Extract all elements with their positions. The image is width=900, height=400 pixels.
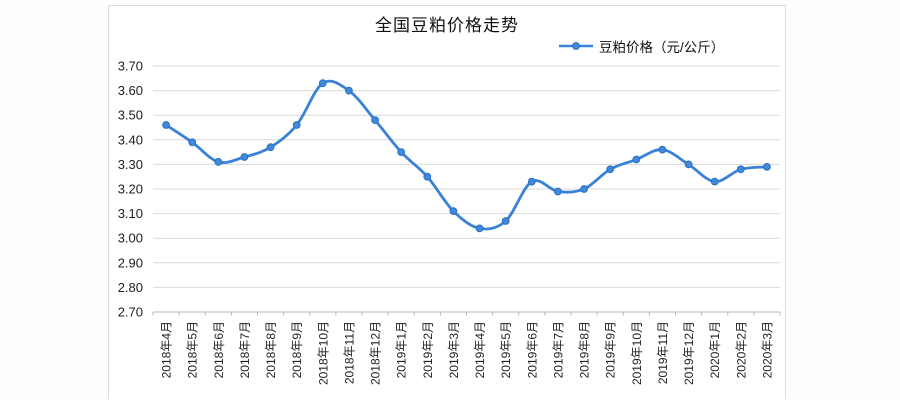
x-axis-label: 2019年1月 [395, 321, 409, 378]
y-axis-label: 3.20 [118, 182, 143, 197]
x-axis-label: 2020年1月 [708, 321, 722, 378]
data-point-marker [501, 217, 510, 225]
data-point-marker [214, 158, 223, 166]
x-axis-label: 2019年9月 [604, 321, 618, 378]
x-axis-label: 2019年5月 [499, 321, 513, 378]
x-axis-label: 2019年10月 [630, 321, 644, 385]
x-axis-label: 2018年7月 [238, 321, 252, 378]
data-point-marker [423, 172, 432, 181]
data-point-marker [710, 177, 719, 186]
data-point-marker [318, 79, 327, 88]
data-point-marker [371, 116, 380, 124]
y-axis-label: 3.00 [118, 231, 143, 246]
y-axis-label: 3.70 [118, 59, 143, 74]
x-axis-label: 2019年8月 [578, 321, 592, 378]
y-axis-label: 3.10 [118, 206, 143, 221]
data-point-marker [554, 187, 562, 196]
data-point-marker [345, 86, 353, 95]
data-point-marker [475, 224, 484, 233]
y-axis-label: 3.60 [118, 83, 143, 98]
y-axis-label: 3.30 [118, 157, 143, 172]
x-axis-label: 2019年6月 [525, 321, 539, 378]
data-point-marker [580, 185, 588, 193]
x-axis-label: 2018年4月 [160, 321, 174, 378]
data-point-marker [240, 153, 249, 161]
data-point-marker [266, 143, 275, 152]
legend-line-marker-icon [559, 42, 593, 50]
x-axis-label: 2018年5月 [186, 321, 200, 378]
x-axis-label: 2019年3月 [447, 321, 461, 378]
price-line [164, 79, 769, 231]
data-point-marker [527, 177, 536, 186]
data-point-marker [449, 207, 458, 216]
legend: 豆粕价格（元/公斤） [558, 36, 724, 56]
x-axis-label: 2020年2月 [734, 321, 748, 378]
data-point-marker [292, 121, 301, 129]
y-axis-label: 3.50 [118, 108, 143, 123]
y-axis-label: 2.90 [118, 255, 143, 270]
x-axis-label: 2019年4月 [473, 321, 487, 378]
x-axis-label: 2019年12月 [682, 321, 696, 385]
data-point-marker [162, 121, 171, 129]
x-axis-label: 2020年3月 [760, 321, 774, 378]
data-point-marker [397, 148, 406, 157]
y-axis-label: 2.70 [118, 305, 143, 320]
x-axis-label: 2018年12月 [369, 321, 383, 385]
data-point-marker [684, 160, 693, 169]
y-axis-label: 2.80 [118, 280, 143, 295]
data-point-marker [658, 145, 667, 154]
legend-label: 豆粕价格（元/公斤） [599, 40, 725, 55]
x-axis-label: 2019年11月 [656, 321, 670, 384]
x-axis-label: 2018年8月 [264, 321, 278, 378]
x-axis-label: 2019年7月 [551, 321, 565, 378]
x-axis-label: 2018年11月 [342, 321, 356, 384]
chart-title: 全国豆粕价格走势 [375, 16, 519, 35]
x-axis-label: 2019年2月 [421, 321, 435, 378]
data-point-marker [606, 165, 615, 174]
data-point-marker [632, 155, 641, 164]
data-point-marker [763, 163, 771, 171]
y-axis-label: 3.40 [118, 132, 143, 147]
x-axis-label: 2018年9月 [290, 321, 304, 378]
x-axis-label: 2018年6月 [212, 321, 226, 378]
data-point-marker [736, 165, 745, 174]
data-point-marker [188, 138, 197, 147]
x-axis-label: 2018年10月 [316, 321, 330, 385]
